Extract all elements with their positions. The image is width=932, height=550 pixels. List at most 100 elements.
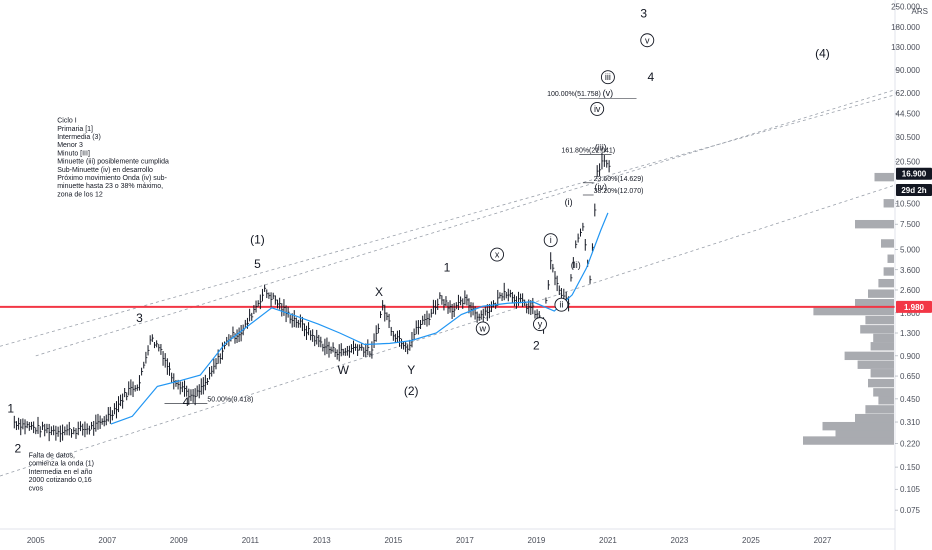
volume-bar-12 <box>873 333 894 343</box>
volume-bar-14 <box>865 315 894 325</box>
note-0-line-8: minuette hasta 23 o 38% máximo, <box>57 183 163 190</box>
circled-label-3: i <box>550 235 552 245</box>
x-tick-label-6: 2017 <box>456 536 474 545</box>
wave-label-6: X <box>375 285 383 299</box>
x-tick-label-7: 2019 <box>528 536 546 545</box>
volume-profile <box>803 172 894 445</box>
fib-label-1: 100.00%(51.758) <box>547 91 601 98</box>
circled-label-ring-3 <box>543 233 558 248</box>
y-tick-label-8: 10.500 <box>896 199 921 208</box>
circled-label-ring-4 <box>554 297 569 312</box>
y-tick-label-10: 5.000 <box>900 245 921 254</box>
fib-label-2: 23.60%(14.629) <box>594 176 644 183</box>
moving-average <box>110 212 609 425</box>
volume-bar-16 <box>855 299 894 308</box>
y-tick-label-14: 1.300 <box>900 329 921 338</box>
wave-label-13: 4 <box>647 70 654 84</box>
y-tick-label-18: 0.310 <box>900 418 921 427</box>
y-tick-label-16: 0.650 <box>900 372 921 381</box>
y-tick-label-21: 0.105 <box>900 485 921 494</box>
y-tick-label-7: 20.500 <box>896 158 921 167</box>
y-tick-label-17: 0.450 <box>900 395 921 404</box>
volume-bar-2 <box>822 421 894 431</box>
volume-bar-6 <box>873 388 894 397</box>
price-series <box>13 152 611 443</box>
note-1-line-0: Falta de datos, <box>29 453 75 460</box>
x-tick-label-9: 2023 <box>671 536 689 545</box>
volume-bar-22 <box>855 219 894 229</box>
y-tick-label-2: 130.000 <box>891 43 920 52</box>
fib-label-3: 38.20%(12.070) <box>594 188 644 195</box>
wave-label-9: (2) <box>404 384 419 398</box>
volume-bar-18 <box>878 278 894 288</box>
fib-label-4: 50.00%(0.418) <box>207 396 253 403</box>
current-price-badge-bg <box>896 167 932 180</box>
circled-label-7: v <box>645 35 650 45</box>
x-tick-label-4: 2013 <box>313 536 331 545</box>
x-tick-label-1: 2007 <box>98 536 116 545</box>
x-tick-label-3: 2011 <box>242 536 260 545</box>
moving-average-line <box>110 212 609 425</box>
note-1-line-2: Intermedia en el año <box>29 469 93 476</box>
y-tick-label-15: 0.900 <box>900 352 921 361</box>
y-tick-label-9: 7.500 <box>900 220 921 229</box>
support-price-badge-text: 1.980 <box>904 303 925 312</box>
note-0-line-5: Minuette (iii) posiblemente cumplida <box>57 159 169 166</box>
volume-bar-0 <box>803 436 894 445</box>
note-0-line-4: Minuto [III] <box>57 150 90 157</box>
circled-label-1: w <box>479 323 487 333</box>
volume-bar-7 <box>868 378 894 388</box>
circled-label-2: y <box>538 319 543 329</box>
circled-label-ring-5 <box>600 70 615 85</box>
y-tick-label-1: 180.000 <box>891 23 920 32</box>
circled-label-ring-7 <box>640 33 655 48</box>
x-tick-label-8: 2021 <box>599 536 617 545</box>
circled-label-ring-1 <box>475 321 490 336</box>
wave-label-0: 1 <box>7 402 14 416</box>
channel-line-2 <box>35 89 895 357</box>
note-0-line-2: Intermedia (3) <box>57 134 101 141</box>
volume-bar-24 <box>874 172 894 182</box>
note-1-line-4: cvos <box>29 485 44 492</box>
countdown-badge-text: 29d 2h <box>901 186 926 195</box>
fib-label-0: 161.80%(21.041) <box>561 148 615 155</box>
volume-bar-8 <box>870 369 894 378</box>
x-tick-label-11: 2027 <box>814 536 832 545</box>
note-1-line-3: 2000 cotizando 0,16 <box>29 477 92 484</box>
note-0-line-3: Menor 3 <box>57 142 83 149</box>
wave-label-11: 2 <box>533 338 540 352</box>
y-tick-label-6: 30.500 <box>896 133 921 142</box>
price-badges: 16.900 29d 2h 1.980 <box>896 167 932 313</box>
wave-label-7: W <box>338 363 350 377</box>
volume-bar-13 <box>860 325 894 334</box>
volume-bar-5 <box>878 396 894 405</box>
note-0-line-0: Ciclo I <box>57 118 77 125</box>
wave-label-10: 1 <box>444 261 451 275</box>
volume-bar-21 <box>881 239 894 248</box>
y-tick-label-11: 3.600 <box>900 266 921 275</box>
circled-label-ring-0 <box>490 247 505 262</box>
time-axis[interactable]: 2005 2007 2009 2011 2013 2015 2017 2019 2021 2023… <box>0 528 895 545</box>
wave-label-18: (ii) <box>571 260 581 270</box>
y-tick-label-5: 44.500 <box>896 110 921 119</box>
circled-label-ring-2 <box>533 317 547 332</box>
circled-label-4: ii <box>559 300 563 310</box>
volume-bar-9 <box>857 360 894 369</box>
trend-channels <box>0 89 895 477</box>
note-0-line-9: zona de los 12 <box>57 191 103 198</box>
circled-label-ring-6 <box>590 101 605 116</box>
y-tick-label-20: 0.150 <box>900 463 921 472</box>
circled-label-0: x <box>495 250 500 260</box>
currency-label: ARS <box>912 7 928 16</box>
note-0-line-6: Sub-Minuette (iv) en desarrollo <box>57 167 153 174</box>
volume-bar-17 <box>868 289 894 298</box>
support-price-badge-bg <box>896 300 932 313</box>
y-tick-label-12: 2.600 <box>900 286 921 295</box>
wave-label-16: (iv) <box>595 182 608 192</box>
y-tick-label-13: 1.800 <box>900 309 921 318</box>
volume-bar-1 <box>835 428 894 438</box>
x-tick-label-5: 2015 <box>384 536 402 545</box>
